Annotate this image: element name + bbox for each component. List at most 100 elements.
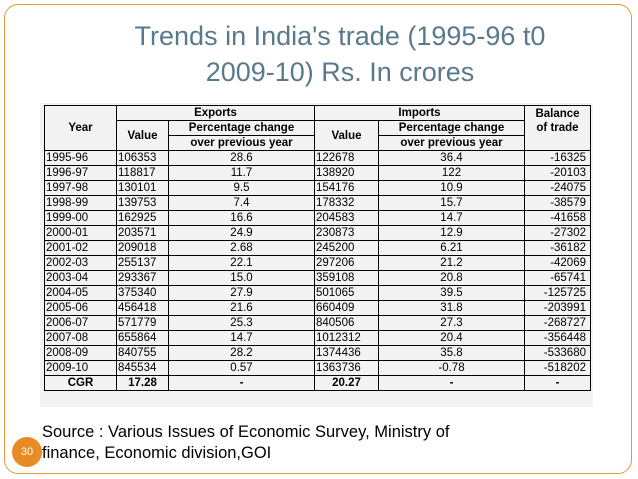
header-year: Year [44, 105, 117, 151]
cell-import-pct: 35.8 [378, 345, 525, 361]
cell-export-value: 571779 [116, 315, 169, 331]
source-note: Source : Various Issues of Economic Surv… [42, 422, 602, 464]
cell-import-pct: 122 [378, 165, 525, 181]
cell-export-value: 130101 [116, 180, 169, 196]
cell-export-value: 375340 [116, 285, 169, 301]
cell-balance: -533680 [524, 345, 591, 361]
table-row: 1999-00 162925 16.6 204583 14.7 -41658 [44, 210, 591, 226]
cell-import-value: 501065 [314, 285, 379, 301]
header-balance-line-2: of trade [536, 122, 579, 134]
cell-export-value: 255137 [116, 255, 169, 271]
header-import-pct: Percentage change [378, 120, 525, 136]
header-import-value: Value [314, 120, 379, 151]
cell-import-pct: 31.8 [378, 300, 525, 316]
cell-cgr-export-value: 17.28 [116, 375, 169, 391]
cell-export-pct: 27.9 [168, 285, 315, 301]
cell-year: 2006-07 [44, 315, 117, 331]
slide-title: Trends in India's trade (1995-96 t0 2009… [60, 18, 620, 90]
cell-balance: -27302 [524, 225, 591, 241]
table-row: 2009-10 845534 0.57 1363736 -0.78 -518202 [44, 360, 591, 376]
cell-import-pct: 14.7 [378, 210, 525, 226]
cell-import-pct: 6.21 [378, 240, 525, 256]
cell-balance: -16325 [524, 150, 591, 166]
cell-balance: -356448 [524, 330, 591, 346]
cell-import-pct: 10.9 [378, 180, 525, 196]
source-line-1: Source : Various Issues of Economic Surv… [42, 423, 450, 441]
cell-export-pct: 2.68 [168, 240, 315, 256]
cell-export-value: 203571 [116, 225, 169, 241]
cell-import-value: 1363736 [314, 360, 379, 376]
cell-export-pct: 21.6 [168, 300, 315, 316]
table-row: 2007-08 655864 14.7 1012312 20.4 -356448 [44, 330, 591, 346]
cell-export-value: 655864 [116, 330, 169, 346]
cell-export-value: 845534 [116, 360, 169, 376]
cell-cgr-label: CGR [44, 375, 117, 391]
cell-export-pct: 9.5 [168, 180, 315, 196]
cell-import-value: 154176 [314, 180, 379, 196]
header-import-pct-line-2: over previous year [378, 135, 525, 151]
cell-import-pct: 15.7 [378, 195, 525, 211]
title-line-1: Trends in India's trade (1995-96 t0 [134, 21, 546, 51]
cell-export-pct: 16.6 [168, 210, 315, 226]
cell-export-value: 118817 [116, 165, 169, 181]
cell-balance: -38579 [524, 195, 591, 211]
cell-year: 1999-00 [44, 210, 117, 226]
cell-year: 1996-97 [44, 165, 117, 181]
cell-export-value: 162925 [116, 210, 169, 226]
cell-import-pct: 36.4 [378, 150, 525, 166]
table-row: 2002-03 255137 22.1 297206 21.2 -42069 [44, 255, 591, 271]
table-row: 1996-97 118817 11.7 138920 122 -20103 [44, 165, 591, 181]
cell-balance: -65741 [524, 270, 591, 286]
cell-balance: -125725 [524, 285, 591, 301]
cell-import-pct: 21.2 [378, 255, 525, 271]
cell-year: 2005-06 [44, 300, 117, 316]
cell-import-value: 178332 [314, 195, 379, 211]
cell-export-pct: 15.0 [168, 270, 315, 286]
table-body: 1995-96 106353 28.6 122678 36.4 -16325 1996-97… [44, 150, 591, 391]
cell-year: 2003-04 [44, 270, 117, 286]
cell-import-value: 1374436 [314, 345, 379, 361]
cell-year: 2004-05 [44, 285, 117, 301]
cell-balance: -24075 [524, 180, 591, 196]
cell-import-pct: -0.78 [378, 360, 525, 376]
table-row: 2008-09 840755 28.2 1374436 35.8 -533680 [44, 345, 591, 361]
cell-year: 2009-10 [44, 360, 117, 376]
cell-year: 2000-01 [44, 225, 117, 241]
cell-import-value: 297206 [314, 255, 379, 271]
table-row: 2004-05 375340 27.9 501065 39.5 -125725 [44, 285, 591, 301]
cell-export-pct: 0.57 [168, 360, 315, 376]
cell-import-pct: 12.9 [378, 225, 525, 241]
cell-import-value: 138920 [314, 165, 379, 181]
table-row: 1997-98 130101 9.5 154176 10.9 -24075 [44, 180, 591, 196]
cell-balance: -41658 [524, 210, 591, 226]
header-export-value: Value [116, 120, 169, 151]
trade-table-panel: Year Exports Imports Balance of trade Va… [40, 103, 593, 407]
cell-year: 2001-02 [44, 240, 117, 256]
cell-export-pct: 25.3 [168, 315, 315, 331]
table-row: 2006-07 571779 25.3 840506 27.3 -268727 [44, 315, 591, 331]
cell-import-value: 1012312 [314, 330, 379, 346]
cell-balance: -20103 [524, 165, 591, 181]
cell-year: 1998-99 [44, 195, 117, 211]
cell-export-value: 209018 [116, 240, 169, 256]
cell-cgr-export-pct: - [168, 375, 315, 391]
header-export-pct-line-2: over previous year [168, 135, 315, 151]
cell-import-pct: 20.4 [378, 330, 525, 346]
cell-import-value: 660409 [314, 300, 379, 316]
table-row: 2001-02 209018 2.68 245200 6.21 -36182 [44, 240, 591, 256]
header-imports: Imports [314, 105, 525, 121]
cell-export-value: 840755 [116, 345, 169, 361]
cell-export-pct: 14.7 [168, 330, 315, 346]
trade-table: Year Exports Imports Balance of trade Va… [44, 105, 591, 391]
cell-export-value: 293367 [116, 270, 169, 286]
cell-export-pct: 24.9 [168, 225, 315, 241]
cell-import-value: 230873 [314, 225, 379, 241]
header-balance-line-1: Balance [535, 108, 580, 120]
cell-cgr-balance: - [524, 375, 591, 391]
cell-import-value: 245200 [314, 240, 379, 256]
cell-export-pct: 22.1 [168, 255, 315, 271]
cell-year: 2002-03 [44, 255, 117, 271]
cell-balance: -36182 [524, 240, 591, 256]
cell-balance: -203991 [524, 300, 591, 316]
table-row: 1995-96 106353 28.6 122678 36.4 -16325 [44, 150, 591, 166]
